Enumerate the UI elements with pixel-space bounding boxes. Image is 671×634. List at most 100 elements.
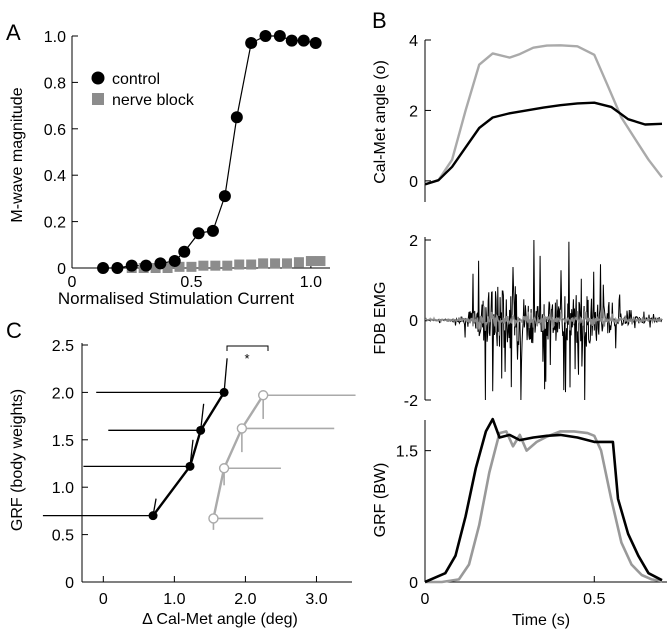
panel-c-y-tick-label: 0 <box>65 575 74 592</box>
panel-c-x-tick-label: 1.0 <box>163 591 185 608</box>
panel-b3-xlabel: Time (s) <box>512 612 570 629</box>
control-point <box>219 387 229 397</box>
control-point <box>140 259 153 272</box>
panel-b2-y-tick-label: 2 <box>409 233 418 250</box>
panel-b3-x-tick-label: 0 <box>421 591 430 608</box>
panel-c-label: C <box>6 318 22 343</box>
control-point <box>196 425 206 435</box>
block-point <box>257 390 269 401</box>
panel-b3-y-ticks: 01.5 <box>396 444 431 592</box>
nerve-block-point <box>222 260 233 271</box>
control-point <box>245 36 258 49</box>
panel-a-y-tick-label: 1.0 <box>44 29 66 46</box>
panel-a-x-tick-label: 1.0 <box>300 274 322 291</box>
legend-nerve-block-label: nerve block <box>112 92 195 109</box>
panel-c-y-tick-label: 1.0 <box>52 480 74 497</box>
panel-c-y-ticks: 0 0.5 1.0 1.5 2.0 2.5 <box>52 338 88 592</box>
grf-trace-block <box>425 430 663 584</box>
panel-b2-ylabel: FDB EMG <box>372 282 389 355</box>
panel-b3-x-ticks: 0 0.5 <box>421 576 606 608</box>
panel-b3-x-tick-label: 0.5 <box>583 591 605 608</box>
control-point <box>273 30 286 42</box>
emg-trace-block <box>424 305 663 336</box>
control-point <box>111 262 124 274</box>
control-point <box>297 34 310 47</box>
panel-a-y-tick-label: 0.8 <box>44 75 66 92</box>
panel-b1-y-tick-label: 4 <box>409 33 418 50</box>
panel-b3-ylabel: GRF (BW) <box>372 463 389 538</box>
angle-trace-control <box>424 101 663 186</box>
nerve-block-point <box>234 259 245 270</box>
panel-b2-y-tick-label: -2 <box>404 393 418 410</box>
control-point <box>125 259 138 272</box>
significance-star: * <box>244 351 249 366</box>
panel-b2-y-ticks: -2 0 2 <box>404 233 431 410</box>
panel-a-label: A <box>6 20 21 45</box>
panel-c-y-tick-label: 2.5 <box>52 338 74 355</box>
significance-bracket-line <box>226 345 269 351</box>
panel-b3-y-tick-label: 0 <box>409 575 418 592</box>
panel-a-x-tick-label: 0 <box>68 274 77 291</box>
panel-a-y-tick-label: 0 <box>57 261 66 278</box>
panel-b3-y-tick-label: 1.5 <box>396 444 418 461</box>
significance-bracket: * <box>226 345 269 366</box>
panel-c-x-tick-label: 0 <box>99 591 108 608</box>
legend-control-label: control <box>112 71 160 88</box>
nerve-block-point <box>186 261 197 272</box>
control-point <box>218 190 231 203</box>
control-point <box>259 30 272 42</box>
panel-c-data <box>42 358 356 530</box>
panel-b1-data <box>424 44 663 186</box>
angle-trace-block <box>424 44 663 186</box>
nerve-block-point <box>305 256 316 267</box>
panel-c-y-tick-label: 0.5 <box>52 528 74 545</box>
panel-c-ylabel: GRF (body weights) <box>9 389 26 531</box>
panel-a-x-tick-label: 0.5 <box>180 274 202 291</box>
block-line <box>212 394 265 519</box>
control-point <box>148 511 158 521</box>
nerve-block-point <box>210 260 221 271</box>
grf-trace-control <box>424 417 663 584</box>
control-point <box>192 227 205 240</box>
nerve-block-point <box>246 259 257 270</box>
panel-b3-data <box>424 417 663 584</box>
nerve-block-point <box>198 260 209 271</box>
panel-b1-y-tick-label: 2 <box>409 103 418 120</box>
panel-b1-ylabel-text: Cal-Met angle (o) <box>372 60 389 184</box>
panel-b2-y-tick-label: 0 <box>409 313 418 330</box>
panel-a-legend: control nerve block <box>91 71 195 109</box>
panel-b1-ylabel: Cal-Met angle (o) <box>372 60 389 184</box>
control-point <box>285 34 298 47</box>
panel-a-ylabel: M-wave magnitude <box>9 87 26 222</box>
control-point <box>185 461 195 471</box>
nerve-block-point <box>282 258 292 269</box>
block-point <box>218 463 230 474</box>
block-point <box>208 513 219 524</box>
panel-b2-data <box>424 239 663 401</box>
panel-b-label: B <box>372 8 387 33</box>
panel-a: A 0 0.2 0.4 0.6 0.8 1.0 0 0.5 1.0 M-wave magnit… <box>6 20 330 308</box>
nerve-block-point <box>174 261 185 272</box>
panel-c-x-ticks: 0 1.0 2.0 3.0 <box>99 576 328 608</box>
control-line <box>152 391 226 517</box>
panel-a-y-tick-label: 0.6 <box>44 122 66 139</box>
nerve-block-point <box>150 263 161 273</box>
legend-nerve-block-marker <box>92 93 104 105</box>
control-point <box>230 111 243 124</box>
nerve-block-point <box>258 258 269 269</box>
panel-c-x-tick-label: 3.0 <box>305 591 327 608</box>
panel-a-y-ticks: 0 0.2 0.4 0.6 0.8 1.0 <box>44 29 78 278</box>
panel-c-y-tick-label: 1.5 <box>52 433 74 450</box>
nerve-block-point <box>315 256 326 267</box>
panel-c-xlabel: Δ Cal-Met angle (deg) <box>142 611 298 628</box>
control-point <box>97 262 110 274</box>
legend-control-marker <box>91 71 105 85</box>
block-point <box>236 423 248 434</box>
control-point <box>206 224 219 237</box>
control-point <box>154 257 167 270</box>
panel-b1-y-ticks: 0 2 4 <box>409 33 431 191</box>
nerve-block-point <box>162 263 173 273</box>
panel-a-y-tick-label: 0.2 <box>44 215 66 232</box>
panel-c-x-tick-label: 2.0 <box>234 591 256 608</box>
